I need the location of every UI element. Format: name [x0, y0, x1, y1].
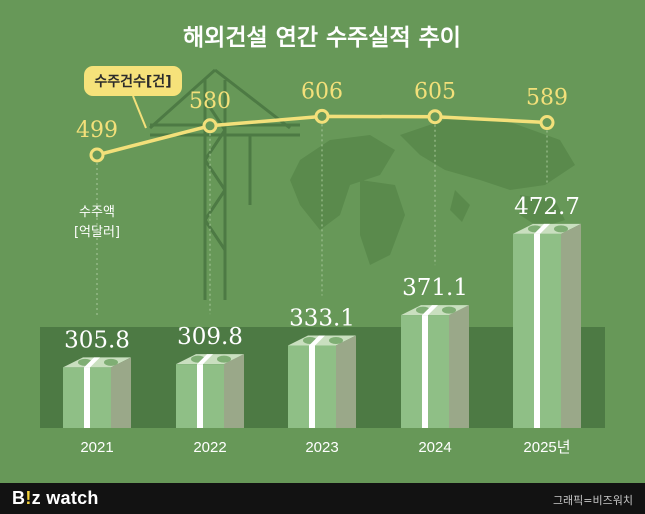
count-label-2: 606 — [301, 79, 343, 104]
year-label-0: 2021 — [80, 439, 113, 456]
amount-bar-4 — [513, 223, 581, 428]
year-label-1: 2022 — [193, 439, 226, 456]
bar-side-face — [111, 357, 131, 428]
bar-strap-top — [534, 223, 550, 234]
amount-bars — [63, 223, 581, 428]
bar-strap — [422, 315, 428, 428]
bar-strap — [84, 367, 90, 428]
year-label-2: 2023 — [305, 439, 338, 456]
bar-strap-top — [84, 357, 100, 368]
amount-bar-1 — [176, 354, 244, 428]
bill-mark — [217, 355, 231, 363]
count-point-0 — [89, 147, 105, 163]
data-labels: 305.8 2021 309.8 2022 333.1 2023 371.1 2024 472.… — [64, 79, 580, 456]
count-label-3: 605 — [414, 80, 456, 105]
bar-strap — [197, 364, 203, 428]
bizwatch-logo: B!z watch — [12, 488, 99, 508]
footer-bar: B!z watch 그래픽=비즈워치 — [0, 483, 645, 514]
bill-mark — [329, 337, 343, 345]
bar-side-face — [449, 305, 469, 428]
count-legend-box — [84, 66, 182, 96]
bill-mark — [442, 306, 456, 314]
bill-mark — [104, 358, 118, 366]
count-legend: 수주건수[건] — [84, 66, 182, 129]
bill-mark — [554, 225, 568, 233]
chart-title: 해외건설 연간 수주실적 추이 — [183, 25, 461, 51]
bar-strap-top — [197, 354, 213, 365]
bar-strap-top — [309, 335, 325, 346]
graphic-credit: 그래픽=비즈워치 — [552, 494, 633, 507]
amount-bar-2 — [288, 335, 356, 428]
count-label-4: 589 — [526, 86, 568, 111]
count-label-0: 499 — [76, 118, 118, 143]
count-label-1: 580 — [189, 89, 231, 114]
guide-lines — [96, 124, 548, 318]
amount-label-4: 472.7 — [514, 194, 580, 220]
bar-side-face — [224, 354, 244, 428]
amount-label-2: 333.1 — [289, 306, 355, 332]
world-map-illustration — [290, 118, 575, 265]
year-label-4: 2025년 — [523, 439, 570, 456]
count-point-2 — [314, 108, 330, 124]
amount-bar-3 — [401, 305, 469, 428]
amount-bar-0 — [63, 357, 131, 428]
bar-side-face — [561, 223, 581, 428]
count-point-3 — [427, 109, 443, 125]
amount-unit-line2: [억달러] — [74, 225, 120, 240]
amount-label-1: 309.8 — [177, 324, 243, 350]
amount-label-3: 371.1 — [402, 275, 468, 301]
bar-side-face — [336, 335, 356, 428]
count-point-1 — [202, 118, 218, 134]
count-point-4 — [539, 115, 555, 131]
amount-label-0: 305.8 — [64, 327, 130, 353]
count-line — [89, 108, 555, 163]
bar-strap — [534, 233, 540, 428]
bar-strap — [309, 345, 315, 428]
bar-strap-top — [422, 305, 438, 316]
count-legend-text: 수주건수[건] — [94, 73, 171, 90]
year-label-3: 2024 — [418, 439, 451, 456]
amount-unit-line1: 수주액 — [79, 205, 115, 220]
